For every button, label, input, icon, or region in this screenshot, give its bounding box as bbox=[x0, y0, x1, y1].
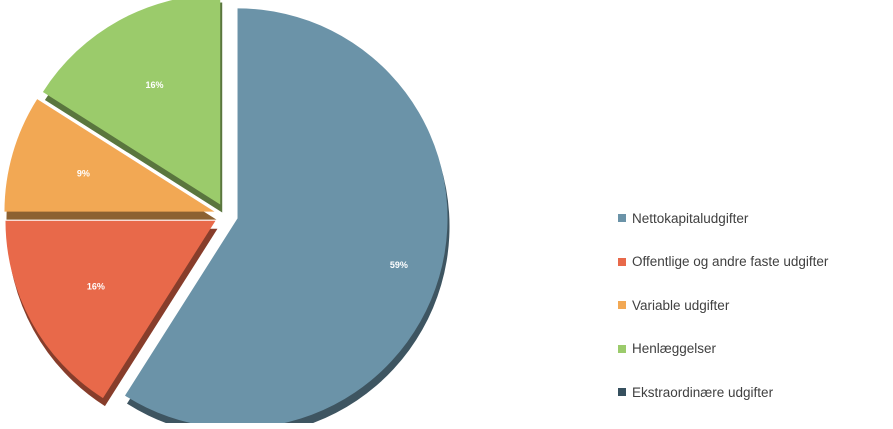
legend-swatch bbox=[618, 344, 626, 353]
pie-slice bbox=[42, 0, 221, 205]
pie-slice bbox=[125, 8, 448, 423]
legend-item: Nettokapitaludgifter bbox=[618, 210, 828, 226]
legend-label: Offentlige og andre faste udgifter bbox=[632, 254, 829, 269]
legend-label: Henlæggelser bbox=[632, 341, 717, 356]
chart-legend: Nettokapitaludgifter Offentlige og andre… bbox=[618, 211, 828, 429]
legend-label: Nettokapitaludgifter bbox=[632, 210, 749, 226]
legend-item: Offentlige og andre faste udgifter bbox=[618, 254, 829, 269]
legend-swatch bbox=[618, 388, 626, 396]
legend-item: Henlæggelser bbox=[618, 341, 828, 356]
data-label: 59% bbox=[390, 260, 408, 270]
legend-item: Variable udgifter bbox=[618, 297, 828, 313]
pie-slice bbox=[4, 99, 215, 212]
data-label: 0 bbox=[223, 0, 228, 4]
legend-label: Variable udgifter bbox=[632, 297, 730, 313]
legend-swatch bbox=[618, 214, 626, 222]
legend-label: Ekstraordinære udgifter bbox=[632, 384, 774, 400]
data-label: 16% bbox=[87, 282, 105, 292]
legend-swatch bbox=[618, 257, 626, 266]
data-label: 16% bbox=[145, 80, 163, 90]
data-label: 9% bbox=[77, 169, 90, 179]
legend-swatch bbox=[618, 301, 626, 309]
legend-item: Ekstraordinære udgifter bbox=[618, 384, 828, 400]
pie-slice bbox=[5, 220, 216, 399]
